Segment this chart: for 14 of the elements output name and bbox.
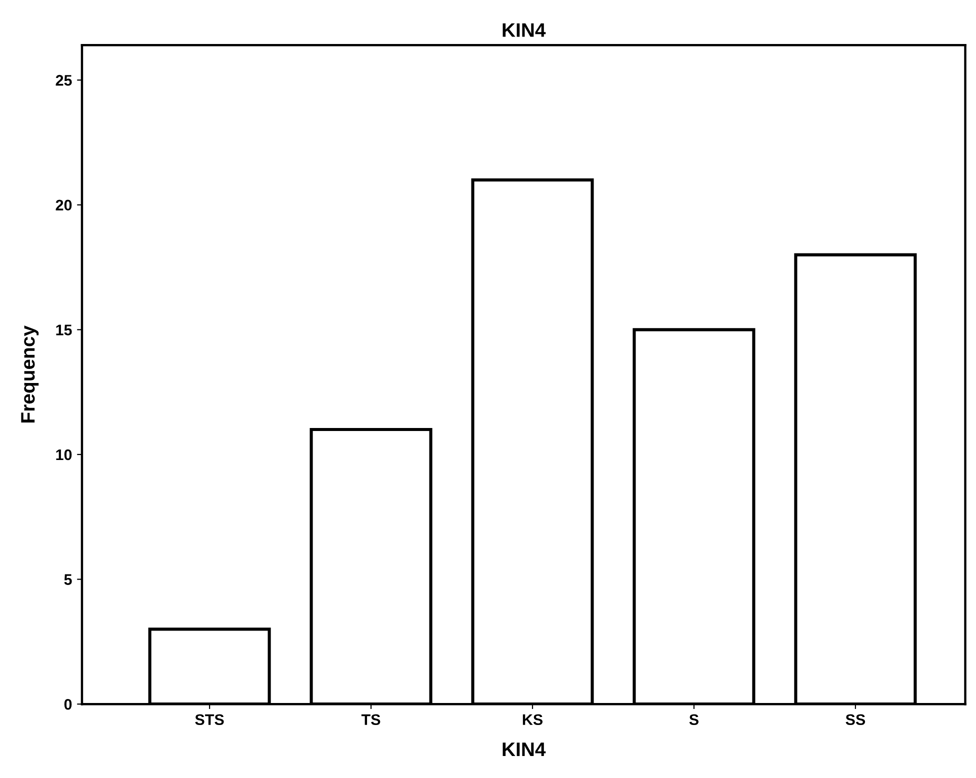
y-tick-label: 25 [56,74,72,86]
x-tick-label: S [689,714,698,726]
y-tick-label: 0 [64,698,72,710]
x-tick-label: STS [195,714,224,726]
y-tick-label: 5 [64,574,72,585]
chart-title: KIN4 [502,23,546,37]
y-tick-label: 15 [56,324,72,336]
y-axis-title: Frequency [21,326,39,422]
y-tick-label: 20 [56,200,72,211]
x-axis-title: KIN4 [502,742,546,756]
x-tick-label: KS [522,714,543,726]
x-tick-label: SS [846,714,866,726]
x-tick-label: TS [361,714,380,726]
y-tick-label: 10 [56,449,72,460]
